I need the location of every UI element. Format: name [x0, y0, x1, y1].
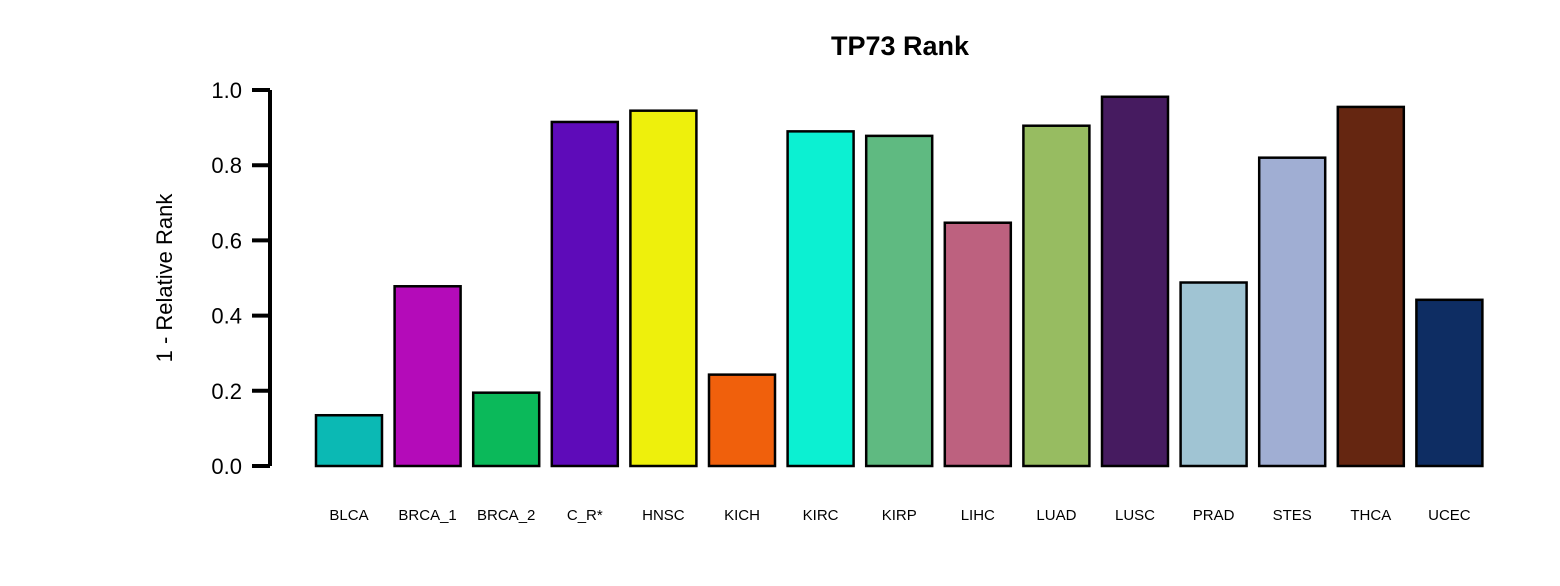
y-axis-tick-label: 1.0: [211, 78, 242, 103]
x-axis-tick-label: LUAD: [1036, 507, 1076, 524]
x-axis-tick-label: BRCA_1: [398, 507, 456, 524]
bar-kich: [707, 373, 777, 468]
x-axis-tick-label: HNSC: [642, 507, 685, 524]
x-axis-tick-label: BLCA: [329, 507, 368, 524]
bar-prad: [1179, 281, 1248, 468]
y-axis-tick-label: 0.8: [211, 153, 242, 178]
bar-brca-2: [471, 391, 541, 468]
x-axis-tick-label: THCA: [1350, 507, 1391, 524]
bar-kirc: [786, 130, 855, 468]
bar-hnsc: [629, 109, 698, 468]
y-axis-tick-label: 0.2: [211, 379, 242, 404]
bar-luad: [1022, 124, 1091, 468]
bar-thca: [1336, 105, 1406, 468]
x-axis-tick-label: KIRC: [803, 507, 839, 524]
bar-blca: [314, 413, 384, 468]
bar-kirp: [864, 134, 934, 468]
bar-lihc: [943, 221, 1013, 468]
x-axis-tick-label: PRAD: [1193, 507, 1235, 524]
x-axis-tick-label: KICH: [724, 507, 760, 524]
x-axis-tick-label: STES: [1273, 507, 1312, 524]
y-axis-tick-label: 0.6: [211, 228, 242, 253]
x-axis-tick-label: C_R*: [567, 507, 603, 524]
x-axis-tick-labels: BLCA BRCA_1 BRCA_2 C_R* HNSC KICH KIRC KIRP LIHC…: [329, 507, 1470, 524]
x-axis-tick-label: LUSC: [1115, 507, 1155, 524]
x-axis-tick-label: BRCA_2: [477, 507, 535, 524]
bar-brca-1: [393, 285, 462, 468]
bar-stes: [1257, 156, 1327, 468]
bar-lusc: [1100, 95, 1170, 468]
y-axis-tick-label: 0.4: [211, 304, 242, 329]
x-axis-tick-label: UCEC: [1428, 507, 1471, 524]
bar-c-r: [550, 120, 620, 468]
y-axis-tick-label: 0.0: [211, 454, 242, 479]
chart-title: TP73 Rank: [831, 31, 970, 61]
bar-ucec: [1415, 298, 1484, 468]
y-axis: 0.0 0.2 0.4 0.6 0.8 1.0: [211, 78, 272, 479]
y-axis-label: 1 - Relative Rank: [152, 193, 177, 363]
x-axis-tick-label: KIRP: [882, 507, 917, 524]
x-axis-tick-label: LIHC: [961, 507, 995, 524]
bars: [314, 95, 1484, 468]
